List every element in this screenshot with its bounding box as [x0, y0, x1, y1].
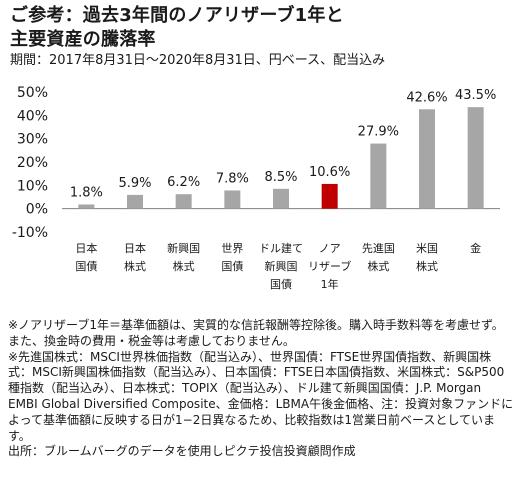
- y-tick-label: 30%: [17, 132, 48, 148]
- bar-value-label: 1.8%: [70, 185, 103, 200]
- x-category-label: ノア: [319, 242, 341, 255]
- bar-value-label: 8.5%: [264, 170, 297, 185]
- bar: [175, 194, 192, 209]
- x-category-label: 株式: [416, 259, 438, 273]
- bar: [321, 183, 338, 209]
- y-tick-label: -10%: [12, 225, 48, 241]
- x-category-label: 先進国: [362, 242, 395, 255]
- chart-title-line-1: ご参考：過去3年間のノアリザーブ1年と: [10, 5, 344, 26]
- x-category-label: 米国: [416, 242, 438, 255]
- bar: [370, 143, 387, 209]
- x-category-label: 日本: [124, 241, 146, 255]
- x-category-label: 日本: [75, 241, 97, 255]
- x-category-label: 国債: [75, 259, 97, 273]
- y-tick-label: 0%: [26, 202, 48, 218]
- bar-chart: -10% 0% 10% 20% 30% 40% 50% 1.8% 日本国債 5.9% 日本株式 6.2…: [12, 85, 500, 291]
- footnote-source: 出所：ブルームバーグのデータを使用しピクテ投信投資顧問作成: [8, 444, 356, 459]
- period-subtitle: 期間：2017年8月31日～2020年8月31日、円ベース、配当込み: [10, 53, 386, 68]
- bar: [273, 188, 289, 209]
- bar: [419, 109, 435, 209]
- x-category-label: 新興国: [167, 241, 200, 255]
- x-category-label: 世界: [221, 242, 243, 255]
- y-tick-label: 40%: [17, 108, 48, 124]
- x-category-label: 国債: [221, 259, 243, 273]
- bar: [78, 204, 95, 209]
- x-category-label: ドル建て: [259, 241, 303, 255]
- bar-value-label: 5.9%: [118, 176, 151, 191]
- x-category-label: 株式: [124, 259, 146, 273]
- bar: [467, 107, 484, 209]
- x-category-label: 新興国: [265, 259, 298, 273]
- bar-value-label: 7.8%: [216, 171, 249, 186]
- bar: [127, 194, 143, 209]
- x-category-label: 金: [470, 241, 481, 255]
- footnote-noa-reserve: ※ノアリザーブ1年＝基準価額は、実質的な信託報酬等控除後。購入時手数料等を考慮せ…: [8, 318, 504, 348]
- footnotes: ※ノアリザーブ1年＝基準価額は、実質的な信託報酬等控除後。購入時手数料等を考慮せ…: [8, 318, 514, 460]
- bar-value-label: 10.6%: [309, 165, 350, 180]
- x-category-label: 国債: [270, 277, 292, 291]
- x-category-label: 株式: [367, 259, 389, 273]
- bar-value-label: 27.9%: [358, 125, 399, 140]
- x-category-label: 1年: [321, 277, 339, 291]
- y-tick-label: 20%: [17, 155, 48, 171]
- bar-value-label: 42.6%: [406, 90, 447, 105]
- x-category-label: リザーブ: [308, 259, 351, 273]
- chart-title-line-2: 主要資産の騰落率: [10, 29, 156, 50]
- footnote-indices: ※先進国株式：MSCI世界株価指数（配当込み）、世界国債：FTSE世界国債指数、…: [8, 349, 514, 443]
- y-tick-label: 10%: [17, 178, 48, 194]
- x-category-label: 株式: [173, 259, 195, 273]
- bar-value-label: 6.2%: [167, 175, 200, 190]
- bar: [224, 190, 241, 209]
- y-tick-label: 50%: [17, 85, 48, 101]
- bar-value-label: 43.5%: [455, 88, 496, 103]
